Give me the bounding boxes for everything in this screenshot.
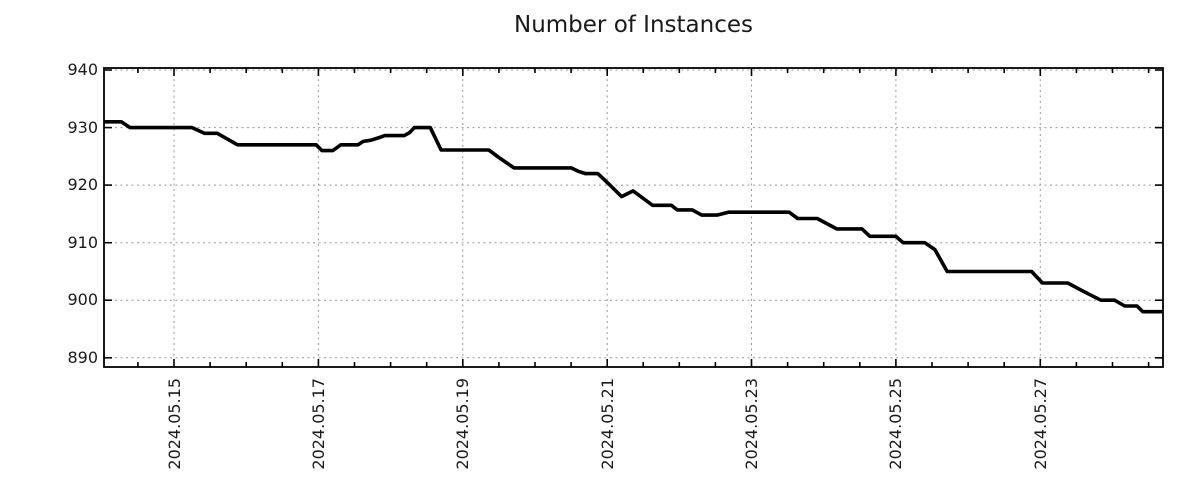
x-tick-label: 2024.05.27	[1030, 378, 1050, 470]
x-tick-label: 2024.05.21	[597, 378, 617, 470]
y-tick-label: 900	[67, 290, 98, 310]
y-tick-label: 930	[67, 117, 98, 137]
y-tick-label: 890	[67, 347, 98, 367]
x-tick-label: 2024.05.23	[742, 378, 762, 470]
y-tick-label: 940	[67, 60, 98, 79]
data-line	[104, 120, 1163, 314]
x-tick-label: 2024.05.25	[886, 378, 906, 470]
y-tick-label: 920	[67, 175, 98, 195]
plot-border	[103, 67, 1164, 368]
x-tick-label: 2024.05.15	[164, 378, 184, 470]
chart-title: Number of Instances	[514, 12, 753, 38]
y-tick-label: 910	[67, 232, 98, 252]
x-tick-label: 2024.05.19	[453, 378, 473, 470]
x-tick-label: 2024.05.17	[308, 378, 328, 470]
gridlines	[104, 68, 1163, 367]
axis-ticks	[104, 68, 1163, 367]
